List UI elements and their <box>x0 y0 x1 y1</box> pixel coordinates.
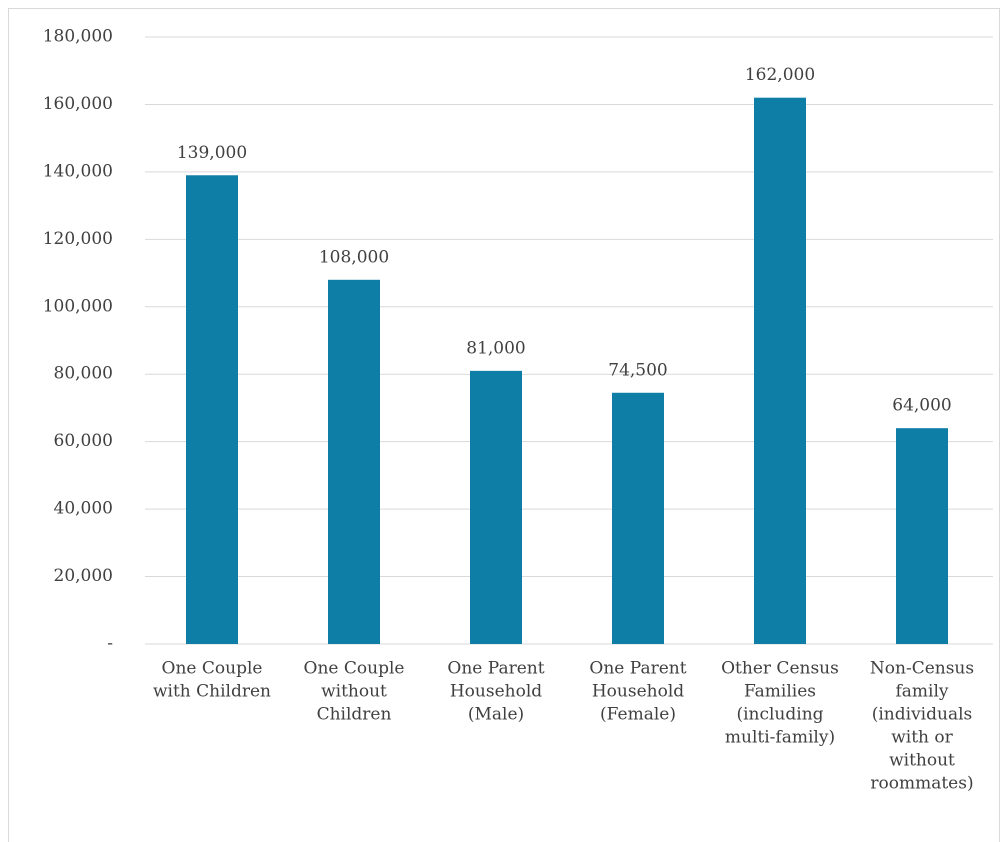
x-tick-label: (Female) <box>600 705 676 725</box>
y-tick-label: 40,000 <box>54 499 113 519</box>
x-tick-label: multi-family) <box>725 728 835 748</box>
y-tick-label: 140,000 <box>43 161 113 181</box>
chart-frame <box>8 8 1000 842</box>
x-tick-label: Children <box>317 705 392 725</box>
data-label: 139,000 <box>177 143 247 163</box>
data-label: 108,000 <box>319 247 389 267</box>
x-tick-label: One Parent <box>589 659 686 679</box>
data-label: 64,000 <box>892 396 951 416</box>
x-tick-label: with Children <box>153 682 271 702</box>
x-tick-label: One Couple <box>162 659 263 679</box>
data-label: 74,500 <box>608 360 667 380</box>
bar <box>612 392 664 644</box>
y-tick-label: 160,000 <box>43 94 113 114</box>
x-tick-label: Household <box>592 682 684 702</box>
bar <box>470 370 522 644</box>
x-tick-label: with or <box>891 728 953 748</box>
y-tick-label: 60,000 <box>54 431 113 451</box>
bar <box>328 279 380 644</box>
x-tick-label: (including <box>736 705 823 725</box>
x-tick-label: Other Census <box>721 659 839 679</box>
data-label: 162,000 <box>745 65 815 85</box>
bar <box>896 428 948 644</box>
y-tick-label: 100,000 <box>43 296 113 316</box>
bar <box>186 175 238 644</box>
y-tick-label: 80,000 <box>54 364 113 384</box>
x-tick-label: Families <box>744 682 816 702</box>
x-tick-label: One Couple <box>304 659 405 679</box>
y-tick-label: 120,000 <box>43 229 113 249</box>
x-tick-label: One Parent <box>447 659 544 679</box>
bar <box>754 97 806 644</box>
x-tick-label: roommates) <box>870 774 973 794</box>
x-tick-label: (Male) <box>468 705 524 725</box>
y-tick-label: - <box>107 634 113 654</box>
x-tick-label: (individuals <box>872 705 973 725</box>
x-tick-label: without <box>889 751 955 771</box>
x-tick-label: Household <box>450 682 542 702</box>
x-tick-label: family <box>895 682 948 702</box>
data-label: 81,000 <box>466 338 525 358</box>
x-tick-label: without <box>321 682 387 702</box>
y-tick-label: 20,000 <box>54 566 113 586</box>
y-tick-label: 180,000 <box>43 27 113 47</box>
x-tick-label: Non-Census <box>870 659 974 679</box>
